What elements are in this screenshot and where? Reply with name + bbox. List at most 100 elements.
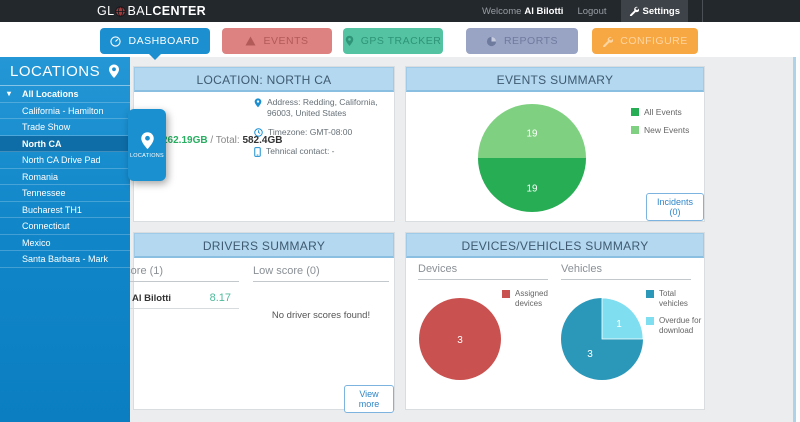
tab-reports[interactable]: REPORTS — [466, 28, 578, 54]
driver-score: 8.17 — [209, 292, 231, 304]
tab-events[interactable]: EVENTS — [222, 28, 332, 54]
assigned-devices-label: Assigned devices — [515, 289, 548, 308]
assigned-devices-swatch — [502, 290, 510, 298]
events-pie-chart: 19 19 — [477, 104, 587, 212]
tab-configure[interactable]: CONFIGURE — [592, 28, 698, 54]
storage-separator: / Total: — [207, 135, 243, 146]
vehicles-pie-chart: 3 1 — [561, 298, 643, 380]
legend-item-overdue: Overdue for download — [646, 316, 704, 336]
sidebar-item-label: Tennessee — [22, 188, 66, 198]
storage-usage: 262.19GB / Total: 582.4GB — [162, 135, 282, 146]
overdue-slice-label: 1 — [616, 319, 622, 330]
pin-icon — [345, 35, 353, 46]
logo-text-prefix: GL — [97, 4, 115, 18]
sidebar-item-north-ca-drive-pad[interactable]: North CA Drive Pad — [0, 152, 130, 169]
topbar-separator — [702, 0, 703, 22]
view-more-button[interactable]: View more — [344, 385, 394, 413]
devices-pie-chart: 3 — [419, 298, 501, 380]
tab-gps-tracker[interactable]: GPS TRACKER — [343, 28, 443, 54]
total-vehicles-slice-label: 3 — [587, 349, 593, 360]
sidebar-item-tennessee[interactable]: Tennessee — [0, 185, 130, 202]
contact-row: Tehnical contact: - — [254, 146, 390, 158]
sidebar-item-label: Santa Barbara - Mark — [22, 254, 109, 264]
devices-column-header: Devices — [418, 263, 548, 280]
devices-legend: Assigned devices — [502, 289, 557, 316]
pin-icon — [254, 98, 262, 108]
new-events-swatch — [631, 125, 639, 134]
top-bar: GL BAL CENTER Welcome Al Bilotti Logout Se… — [0, 0, 800, 22]
sidebar-item-label: Trade Show — [22, 122, 71, 132]
sidebar-item-label: North CA Drive Pad — [22, 155, 101, 165]
settings-button[interactable]: Settings — [620, 0, 688, 22]
sidebar-item-trade-show[interactable]: Trade Show — [0, 119, 130, 136]
wrench-icon — [603, 36, 614, 47]
sidebar-item-label: Mexico — [22, 237, 51, 248]
topbar-user-area: Welcome Al Bilotti Logout Settings — [482, 0, 703, 22]
sidebar-item-label: North CA — [22, 138, 62, 149]
low-score-header: Low score (0) — [253, 265, 389, 282]
sidebar-item-label: Romania — [22, 171, 59, 182]
sidebar-item-bucharest-th1[interactable]: Bucharest TH1 — [0, 202, 130, 218]
sidebar-item-north-ca[interactable]: North CA — [0, 135, 130, 152]
pin-icon[interactable] — [108, 64, 120, 79]
sidebar-item-label: Connecticut — [22, 221, 70, 231]
sidebar-item-all-locations[interactable]: ▾ All Locations — [0, 86, 130, 103]
tab-reports-label: REPORTS — [503, 35, 559, 47]
tab-dashboard-label: DASHBOARD — [128, 35, 200, 47]
vehicles-legend: Total vehicles Overdue for download — [646, 289, 704, 343]
welcome-label: Welcome — [481, 5, 522, 17]
sidebar-item-santa-barbara-mark[interactable]: Santa Barbara - Mark — [0, 251, 130, 268]
sidebar-item-mexico[interactable]: Mexico — [0, 235, 130, 251]
legend-item-new-events: New Events — [631, 125, 689, 136]
caret-down-icon: ▾ — [7, 89, 12, 98]
sidebar-item-romania[interactable]: Romania — [0, 169, 130, 185]
sidebar-title: LOCATIONS — [10, 63, 101, 80]
assigned-devices-slice-label: 3 — [457, 335, 463, 346]
locations-flyout-toggle[interactable]: LOCATIONS — [128, 109, 166, 181]
sidebar-item-california-hamilton[interactable]: California - Hamilton — [0, 103, 130, 119]
drivers-summary-panel: DRIVERS SUMMARY High score (1) Al Bilott… — [94, 232, 395, 413]
warning-icon — [245, 36, 256, 46]
drivers-panel-title: DRIVERS SUMMARY — [134, 233, 394, 258]
scrollbar-track[interactable] — [796, 57, 800, 422]
main-nav: DASHBOARD EVENTS GPS TRACKER REPORTS — [0, 22, 800, 60]
events-panel-title: EVENTS SUMMARY — [406, 67, 704, 92]
logo-text-mid: BAL — [127, 4, 153, 18]
contact-text: Tehnical contact: - — [266, 146, 335, 157]
tab-dashboard[interactable]: DASHBOARD — [100, 28, 210, 60]
incidents-button[interactable]: Incidents (0) — [646, 193, 704, 221]
locations-sidebar: LOCATIONS ▾ All Locations California - H… — [0, 57, 130, 422]
wrench-icon — [629, 6, 639, 16]
devices-vehicles-summary-panel: DEVICES/VEHICLES SUMMARY Devices Vehicle… — [405, 232, 705, 410]
storage-total-value: 582.4GB — [242, 135, 283, 146]
new-events-label: New Events — [644, 124, 690, 135]
gauge-icon — [110, 35, 122, 47]
settings-label: Settings — [642, 5, 680, 17]
scrollbar-edge-line — [793, 57, 796, 422]
total-vehicles-label: Total vehicles — [659, 289, 688, 308]
pin-icon — [140, 131, 154, 149]
sidebar-item-label: Bucharest TH1 — [22, 204, 82, 215]
clock-icon — [254, 128, 263, 137]
address-text: Address: Redding, California, 96003, Uni… — [267, 97, 378, 119]
report-icon — [486, 36, 497, 46]
user-name: Al Bilotti — [524, 5, 564, 17]
legend-item-total-vehicles: Total vehicles — [646, 289, 704, 309]
legend-item-all-events: All Events — [631, 107, 689, 118]
phone-icon — [254, 147, 261, 158]
logout-link[interactable]: Logout — [577, 5, 607, 17]
app-logo: GL BAL CENTER — [97, 0, 206, 22]
address-row: Address: Redding, California, 96003, Uni… — [254, 97, 390, 119]
devices-panel-title: DEVICES/VEHICLES SUMMARY — [406, 233, 704, 258]
overdue-label: Overdue for download — [659, 316, 702, 335]
welcome-text: Welcome Al Bilotti — [482, 6, 563, 17]
flyout-label: LOCATIONS — [129, 152, 165, 159]
sidebar-item-connecticut[interactable]: Connecticut — [0, 218, 130, 235]
events-legend: All Events New Events — [631, 107, 689, 142]
storage-used-value: 262.19GB — [162, 135, 208, 146]
location-panel-title: LOCATION: NORTH CA — [134, 67, 394, 92]
timezone-text: Timezone: GMT-08:00 — [268, 127, 353, 138]
all-events-label: All Events — [644, 107, 682, 117]
legend-item-assigned-devices: Assigned devices — [502, 289, 557, 309]
globe-icon — [115, 5, 127, 17]
